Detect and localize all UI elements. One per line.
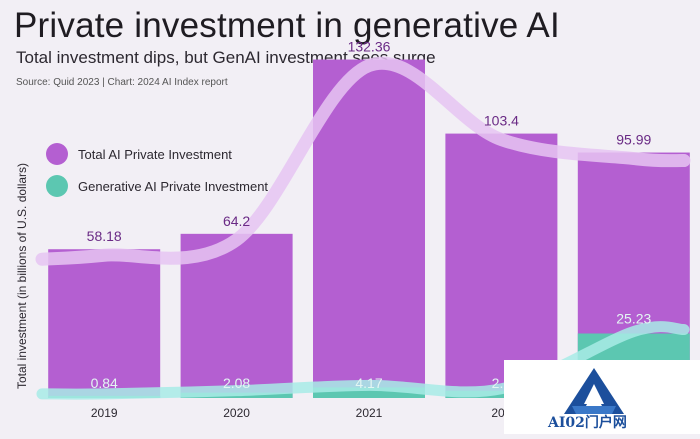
y-axis-label: Total investment (in billions of U.S. do… — [15, 163, 29, 389]
value-label-total-2023: 95.99 — [616, 132, 651, 148]
genai-trend-line — [36, 321, 690, 400]
value-label-total-2020: 64.2 — [223, 213, 250, 229]
logo-icon — [564, 368, 624, 414]
chart-title: Private investment in generative AI — [14, 6, 560, 45]
bar-genai-2021 — [313, 387, 425, 398]
x-tick-label-2020: 2020 — [223, 406, 250, 420]
x-tick-label-2019: 2019 — [91, 406, 118, 420]
legend-label-total: Total AI Private Investment — [78, 146, 232, 162]
total-value-labels: 58.18 64.2 132.36 103.4 95.99 — [87, 39, 652, 245]
legend: Total AI Private Investment Generative A… — [46, 138, 268, 202]
bar-total-2021 — [313, 59, 425, 399]
watermark-logo: AI02门户网 — [504, 360, 700, 434]
x-tick-label-2021: 2021 — [356, 406, 383, 420]
legend-label-genai: Generative AI Private Investment — [78, 178, 269, 194]
value-label-total-2022: 103.4 — [484, 113, 519, 129]
legend-swatch-total — [46, 143, 68, 165]
chart-source: Source: Quid 2023 | Chart: 2024 AI Index… — [16, 77, 228, 88]
value-label-genai-2020: 2.08 — [223, 375, 250, 391]
value-label-total-2019: 58.18 — [87, 228, 122, 244]
bar-genai-2022 — [445, 390, 558, 398]
value-label-total-2021: 132.36 — [348, 39, 391, 55]
x-tick-labels: 2019 2020 2021 202 — [91, 406, 512, 420]
legend-swatch-genai — [46, 175, 68, 197]
total-trend-line — [35, 56, 691, 266]
total-bars — [48, 59, 690, 399]
watermark-text: AI02门户网 — [548, 415, 627, 431]
legend-item-total: Total AI Private Investment — [46, 138, 268, 170]
bar-total-2019 — [48, 249, 161, 398]
value-label-genai-2021: 4.17 — [355, 375, 382, 391]
value-label-genai-2019: 0.84 — [91, 375, 118, 391]
value-label-genai-2023: 25.23 — [616, 310, 651, 326]
legend-item-genai: Generative AI Private Investment — [46, 170, 268, 202]
bar-total-2022 — [445, 133, 558, 398]
